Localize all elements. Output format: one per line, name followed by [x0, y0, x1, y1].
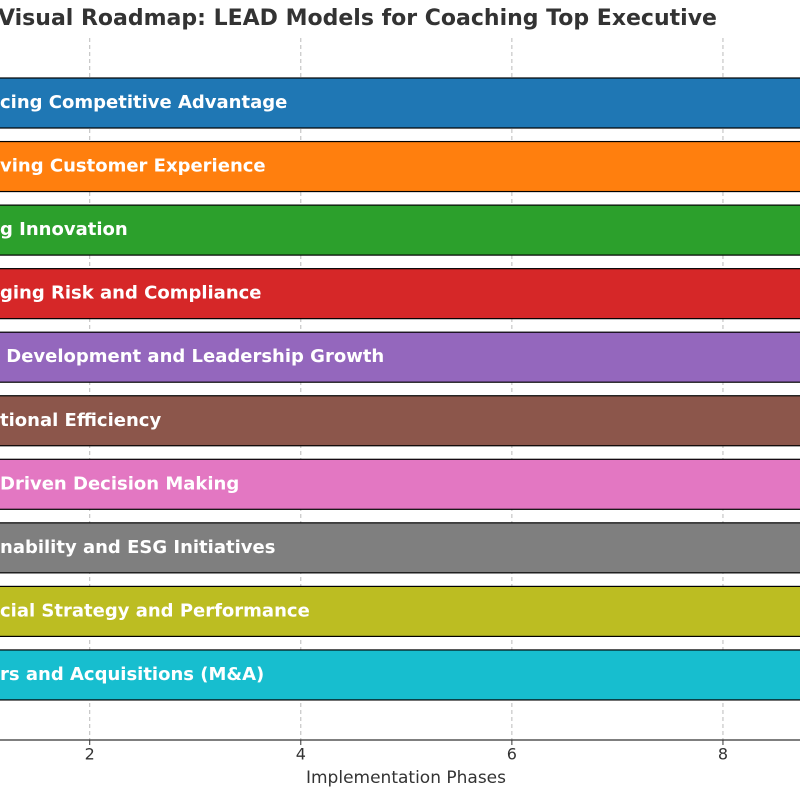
bar [0, 140, 800, 193]
bar [0, 204, 800, 256]
x-tick-label: 4 [296, 745, 306, 764]
x-tick-label: 6 [507, 745, 517, 764]
bar [0, 395, 800, 447]
bar-label: rs and Acquisitions (M&A) [0, 664, 264, 685]
chart-title: Visual Roadmap: LEAD Models for Coaching… [0, 6, 717, 31]
bar-label: Development and Leadership Growth [0, 346, 384, 367]
bar-label: cial Strategy and Performance [0, 600, 310, 621]
bar [0, 649, 800, 701]
bar [0, 331, 800, 383]
bar-label: nability and ESG Initiatives [0, 537, 275, 558]
bar-label: ging Risk and Compliance [0, 283, 262, 304]
bar [0, 458, 800, 510]
bar [0, 268, 800, 320]
bar-label: g Innovation [0, 219, 128, 240]
bar-label: Driven Decision Making [0, 473, 239, 494]
bar [0, 77, 800, 129]
bar-label: cing Competitive Advantage [0, 92, 287, 113]
bar [0, 585, 800, 638]
x-tick-label: 2 [85, 745, 95, 764]
x-axis-label: Implementation Phases [306, 768, 506, 788]
x-tick-label: 8 [718, 745, 728, 764]
bar-label: tional Efficiency [0, 410, 161, 431]
bar [0, 522, 800, 574]
bar-label: ving Customer Experience [0, 156, 266, 177]
